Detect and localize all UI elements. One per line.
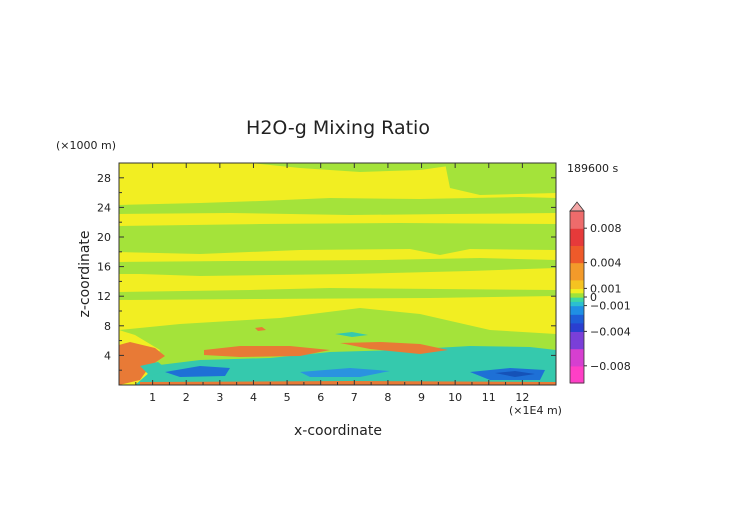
y-tick-label: 4 [104, 349, 111, 362]
time-label: 189600 s [567, 162, 618, 175]
colorbar-segment [570, 374, 584, 380]
blue-pocket-right-core [495, 371, 535, 377]
x-tick-label: 11 [482, 391, 496, 404]
colorbar-segment [570, 284, 584, 289]
colorbar-segment [570, 219, 584, 225]
corner-orange [119, 342, 165, 385]
colorbar-label: 0 [590, 291, 597, 304]
colorbar-segment [570, 365, 584, 371]
colorbar-segment [570, 340, 584, 345]
colorbar-label: 0.004 [590, 257, 622, 270]
x-unit-label: (×1E4 m) [509, 404, 562, 417]
y-axis-label: z-coordinate [77, 230, 93, 317]
colorbar-segment [570, 228, 584, 234]
colorbar-segment [570, 288, 584, 294]
colorbar-segment [570, 352, 584, 358]
colorbar-segment [570, 297, 584, 302]
colorbar-top-arrow [569, 201, 585, 212]
colorbar-segment [570, 318, 584, 324]
colorbar-segment [570, 245, 584, 251]
colorbar-segment [570, 292, 584, 298]
x-tick-label: 10 [448, 391, 462, 404]
x-tick-label: 2 [183, 391, 190, 404]
x-ticks: 1 2 3 4 5 6 7 8 9 10 11 12 [135, 163, 540, 404]
colorbar-label: −0.008 [590, 360, 631, 373]
y-ticks: 4 8 12 16 20 24 28 [97, 172, 556, 371]
colorbar-segment [570, 275, 584, 281]
green-band-top [250, 163, 470, 172]
y-tick-label: 8 [104, 320, 111, 333]
colorbar-segment [570, 249, 584, 255]
colorbar-segment [570, 279, 584, 285]
colorbar-segment [570, 266, 584, 272]
colorbar-segment [570, 241, 584, 246]
cyan-layer [130, 346, 556, 385]
x-tick-label: 1 [149, 391, 156, 404]
green-band-lower [119, 258, 556, 276]
colorbar-segment [570, 215, 584, 221]
colorbar-label: 0.001 [590, 282, 622, 295]
x-axis-label: x-coordinate [294, 423, 382, 439]
x-tick-label: 8 [384, 391, 391, 404]
colorbar-segment [570, 236, 584, 242]
y-tick-label: 24 [97, 201, 111, 214]
colorbar-segment [570, 335, 584, 341]
orange-bottom-strip [140, 381, 556, 385]
colorbar-label: −0.004 [590, 325, 631, 338]
colorbar-segment [570, 344, 584, 350]
green-band-low [119, 288, 556, 300]
colorbar-segment [570, 327, 584, 332]
colorbar-segment [570, 370, 584, 375]
colorbar-label: 0.008 [590, 222, 622, 235]
y-tick-label: 12 [97, 290, 111, 303]
y-unit-label: (×1000 m) [56, 139, 116, 152]
y-tick-label: 20 [97, 231, 111, 244]
x-tick-label: 6 [317, 391, 324, 404]
x-tick-label: 4 [250, 391, 257, 404]
colorbar-segment [570, 361, 584, 367]
colorbar-segment [570, 232, 584, 238]
orange-lens-right [340, 342, 448, 354]
x-tick-label: 5 [284, 391, 291, 404]
blue-pocket-left [165, 366, 230, 377]
colorbar-segment [570, 314, 584, 320]
colorbar-segment [570, 378, 584, 384]
colorbar-segment [570, 305, 584, 311]
corner-cyan [140, 362, 168, 376]
y-tick-label: 16 [97, 261, 111, 274]
colorbar-segment [570, 301, 584, 307]
green-band-mid [119, 223, 556, 255]
colorbar-segment [570, 357, 584, 363]
blue-pocket-mid [300, 368, 390, 377]
x-tick-label: 3 [216, 391, 223, 404]
contour-field [119, 163, 556, 385]
orange-lens-left [204, 346, 330, 357]
colorbar-segment [570, 322, 584, 328]
colorbar-segment [570, 309, 584, 315]
colorbar-segment [570, 254, 584, 259]
colorbar-segment [570, 271, 584, 277]
orange-dot [255, 327, 266, 331]
colorbar-segment [570, 258, 584, 264]
y-tick-label: 28 [97, 172, 111, 185]
x-tick-label: 9 [418, 391, 425, 404]
colorbar-label: −0.001 [590, 300, 631, 313]
chart-title: H2O-g Mixing Ratio [246, 117, 430, 139]
green-band-upper [119, 197, 556, 215]
x-tick-label: 7 [351, 391, 358, 404]
green-band-topright [445, 163, 556, 195]
colorbar-segment [570, 348, 584, 354]
x-tick-label: 12 [515, 391, 529, 404]
colorbar-segment [570, 211, 584, 216]
colorbar-segment [570, 223, 584, 229]
colorbar-segment [570, 262, 584, 268]
colorbar-segment [570, 331, 584, 337]
cyan-small-pocket [335, 332, 368, 337]
